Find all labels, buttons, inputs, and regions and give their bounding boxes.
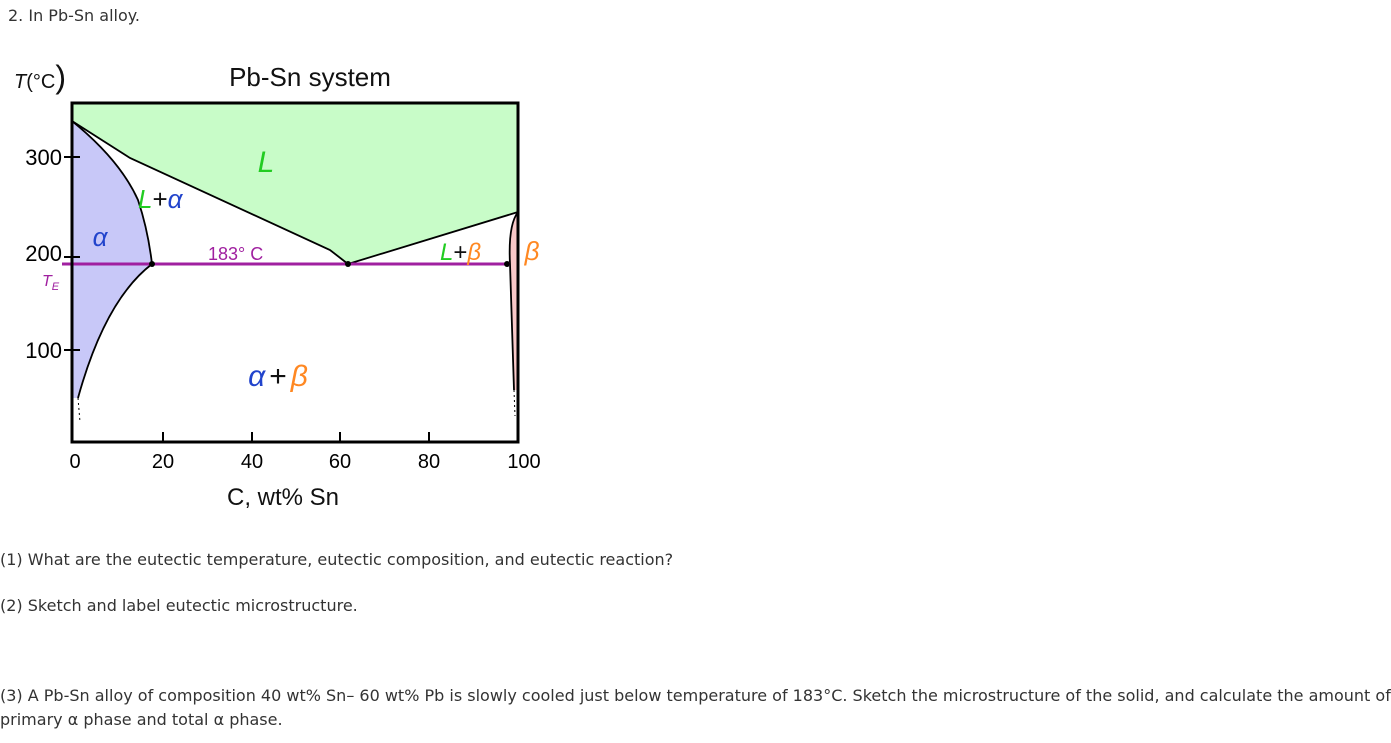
- question-2: (2) Sketch and label eutectic microstruc…: [0, 596, 358, 615]
- liquid-region: [72, 103, 518, 264]
- solidus-left: [71, 120, 153, 265]
- te-label: TE: [42, 273, 60, 293]
- x-tick-label: 0: [69, 451, 80, 473]
- label-alpha: α: [93, 222, 109, 252]
- question-heading: 2. In Pb-Sn alloy.: [8, 6, 141, 25]
- y-axis-label-t: T: [14, 71, 28, 93]
- y-tick-label: 100: [25, 338, 62, 363]
- solvus-left-dashed: [77, 397, 81, 423]
- y-tick-label: 300: [25, 145, 62, 170]
- liquidus-left: [71, 120, 349, 265]
- phase-diagram: Pb-Sn system T(°C) C, wt% Sn 300 200 100…: [14, 59, 541, 511]
- eutectic-point-alpha: [149, 261, 155, 267]
- te-label-t: T: [42, 273, 53, 290]
- liquidus-right: [347, 211, 519, 265]
- y-axis-label-paren: ): [55, 59, 66, 95]
- eutectic-point-beta: [504, 261, 510, 267]
- beta-region: [509, 212, 518, 390]
- question-1: (1) What are the eutectic temperature, e…: [0, 550, 674, 569]
- eutectic-temperature-label: 183° C: [208, 244, 263, 264]
- y-axis-label: T(°C): [14, 59, 66, 95]
- question-3: (3) A Pb-Sn alloy of composition 40 wt% …: [0, 686, 1391, 729]
- plot-frame: [70, 101, 520, 444]
- label-liquid: L: [258, 146, 275, 179]
- y-axis-label-unit: (°C: [26, 71, 55, 93]
- x-tick-label: 80: [418, 451, 440, 473]
- solvus-right-dashed: [513, 389, 516, 417]
- x-tick-label: 60: [329, 451, 351, 473]
- x-tick-label: 20: [152, 451, 174, 473]
- solvus-left: [77, 263, 153, 399]
- label-alpha-plus-beta: α + β: [248, 360, 308, 393]
- eutectic-point: [345, 261, 351, 267]
- x-tick-label: 40: [241, 451, 263, 473]
- x-tick-label: 100: [507, 451, 540, 473]
- diagram-title: Pb-Sn system: [229, 62, 391, 92]
- label-l-plus-beta: L+β: [440, 239, 481, 266]
- te-label-sub: E: [52, 281, 60, 293]
- alpha-region: [72, 121, 152, 398]
- label-l-plus-alpha: L+α: [138, 184, 184, 214]
- label-beta: β: [524, 236, 540, 266]
- y-tick-label: 200: [25, 241, 62, 266]
- x-axis-label: C, wt% Sn: [227, 484, 339, 511]
